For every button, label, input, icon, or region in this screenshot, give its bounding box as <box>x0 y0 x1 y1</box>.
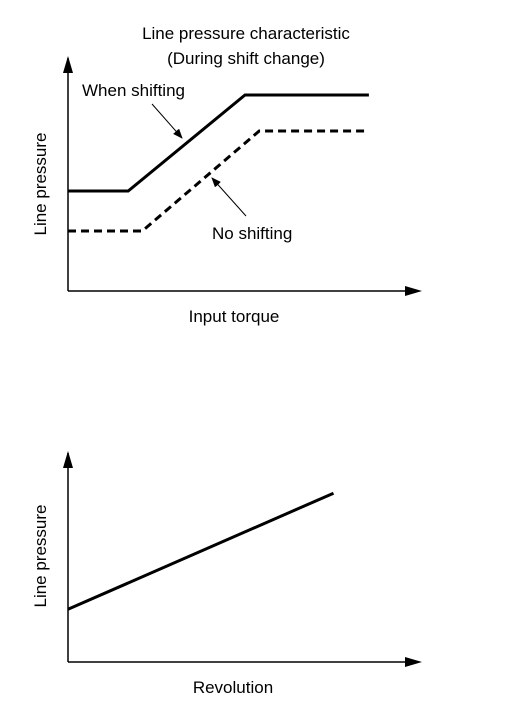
chart-top-series-line-1 <box>68 129 369 233</box>
chart-top-x-axis-arrow <box>405 286 422 296</box>
callout-arrow-no-shifting <box>211 177 247 217</box>
chart-top-title: Line pressure characteristic <box>142 24 350 43</box>
chart-bottom-series-line-0 <box>67 491 335 611</box>
series-label-no-shifting: No shifting <box>212 224 292 243</box>
chart-top-series-layer <box>68 93 369 233</box>
chart-top-series-line-0 <box>68 93 369 193</box>
series-label-when-shifting: When shifting <box>82 81 185 100</box>
chart-top-y-label: Line pressure <box>31 132 50 235</box>
chart-bottom-x-label: Revolution <box>193 678 273 697</box>
chart-bottom-y-label: Line pressure <box>31 504 50 607</box>
chart-top: Line pressure characteristic (During shi… <box>31 24 422 326</box>
chart-top-subtitle: (During shift change) <box>167 49 325 68</box>
callout-arrow-when-shifting <box>151 103 183 139</box>
chart-bottom-series-layer <box>67 491 335 611</box>
chart-bottom-y-axis-arrow <box>63 451 73 468</box>
chart-top-x-label: Input torque <box>189 307 280 326</box>
chart-bottom: Revolution Line pressure <box>31 451 422 697</box>
chart-top-y-axis-arrow <box>63 56 73 73</box>
chart-bottom-x-axis-arrow <box>405 657 422 667</box>
